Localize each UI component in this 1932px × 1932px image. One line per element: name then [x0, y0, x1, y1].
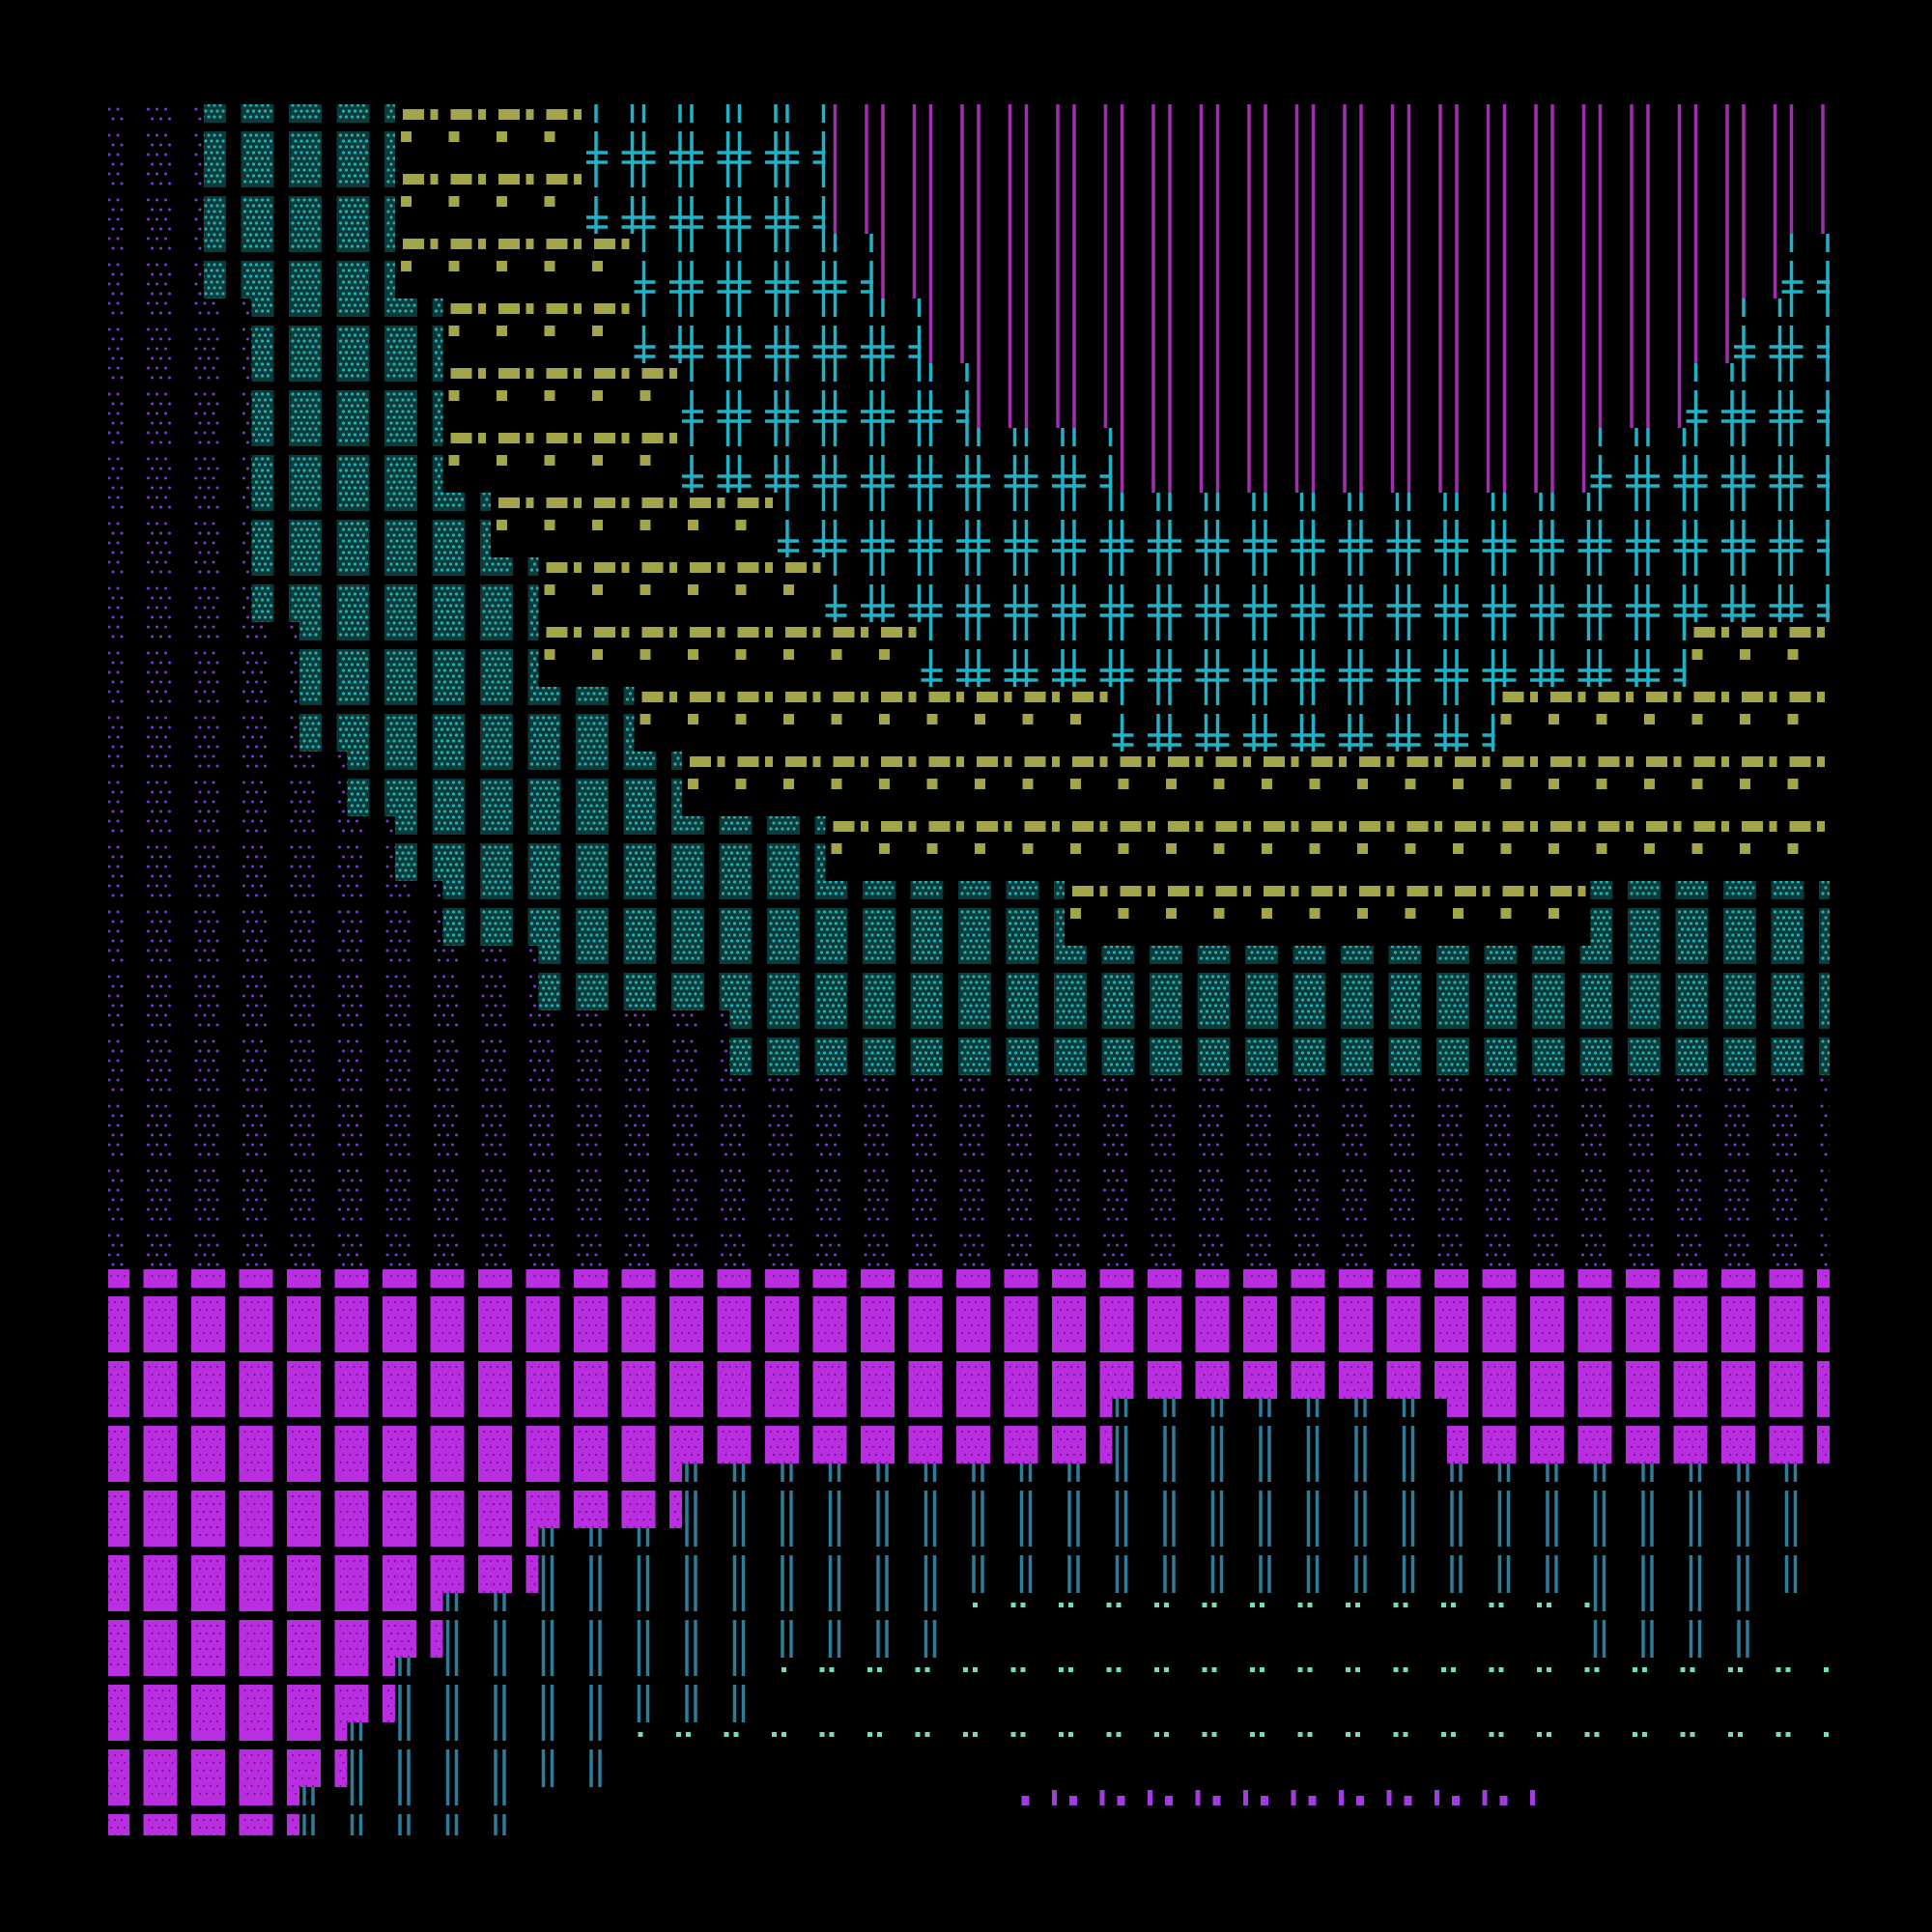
mint-dot-pair-row-region — [969, 1593, 1591, 1658]
violet-stipple-tile-region — [108, 752, 348, 816]
olive-dash-row-region — [442, 428, 682, 493]
magenta-block-tile-region — [108, 1399, 1113, 1463]
violet-stipple-tile-region — [108, 557, 252, 622]
purple-double-bar-glyph-region — [873, 234, 1782, 298]
teal-stipple-tile-region — [251, 557, 539, 622]
steel-blue-double-bar-glyph-region — [682, 1463, 1830, 1528]
cyan-double-cross-glyph-region — [586, 169, 826, 234]
violet-stipple-tile-region — [108, 493, 252, 557]
olive-dash-row-region — [1494, 687, 1830, 752]
violet-stipple-tile-region — [108, 816, 395, 881]
purple-double-bar-glyph-region — [969, 363, 1687, 428]
violet-stipple-tile-region — [108, 428, 252, 493]
cyan-double-cross-glyph-region — [634, 234, 873, 298]
purple-double-bar-glyph-region — [825, 169, 1830, 234]
violet-stipple-tile-region — [108, 298, 252, 363]
steel-blue-double-bar-glyph-region — [442, 1593, 969, 1658]
olive-dash-row-region — [682, 752, 1830, 816]
cyan-double-cross-glyph-region — [634, 298, 922, 363]
cyan-double-cross-glyph-region — [586, 104, 826, 169]
teal-stipple-tile-region — [395, 816, 826, 881]
olive-dash-row-region — [634, 687, 1113, 752]
magenta-block-tile-region — [108, 1593, 443, 1658]
olive-dash-row-region — [825, 816, 1830, 881]
violet-stipple-tile-region — [108, 946, 539, 1010]
violet-stipple-tile-region — [108, 622, 299, 687]
violet-stipple-tile-region — [108, 1075, 1830, 1140]
mint-dot-pair-row-region — [634, 1722, 1830, 1787]
purple-double-bar-glyph-region — [1112, 428, 1591, 493]
magenta-block-tile-region — [108, 1722, 348, 1787]
olive-dash-row-region — [491, 493, 778, 557]
magenta-block-tile-region — [108, 1528, 539, 1593]
purple-double-bar-glyph-region — [921, 298, 1734, 363]
magenta-block-tile-region — [108, 1334, 1830, 1399]
cyan-double-cross-glyph-region — [1686, 363, 1830, 428]
olive-dash-row-region — [538, 557, 826, 622]
teal-stipple-tile-region — [1590, 881, 1830, 946]
olive-dash-row-region — [395, 104, 586, 169]
teal-stipple-tile-region — [251, 493, 491, 557]
olive-dash-row-region — [395, 169, 586, 234]
teal-stipple-tile-region — [347, 752, 682, 816]
teal-stipple-tile-region — [204, 234, 395, 298]
violet-stipple-tile-region — [108, 1140, 1830, 1205]
cyan-double-cross-glyph-region — [682, 428, 1113, 493]
violet-stipple-tile-region — [108, 687, 299, 752]
mosaic-cells — [108, 104, 1830, 1835]
olive-dash-row-region — [395, 234, 635, 298]
cyan-double-cross-glyph-region — [1112, 687, 1495, 752]
cyan-double-cross-glyph-region — [682, 363, 969, 428]
magenta-block-tile-region — [108, 1658, 395, 1722]
teal-stipple-tile-region — [204, 104, 395, 169]
magenta-block-tile-region — [108, 1787, 299, 1835]
teal-stipple-tile-region — [251, 363, 443, 428]
cyan-double-cross-glyph-region — [1590, 428, 1830, 493]
teal-stipple-tile-region — [251, 428, 443, 493]
magenta-block-tile-region — [1447, 1399, 1830, 1463]
teal-stipple-tile-region — [538, 946, 1830, 1010]
teal-stipple-tile-region — [729, 1010, 1830, 1075]
cyan-double-cross-glyph-region — [921, 622, 1687, 687]
violet-stipple-tile-region — [108, 169, 204, 234]
steel-blue-double-bar-glyph-region — [538, 1528, 1830, 1593]
teal-stipple-tile-region — [299, 687, 635, 752]
violet-stipple-tile-region — [108, 1205, 1830, 1269]
teal-stipple-tile-region — [251, 298, 443, 363]
teal-stipple-tile-region — [442, 881, 1065, 946]
cyan-double-cross-glyph-region — [1734, 298, 1830, 363]
teal-stipple-tile-region — [204, 169, 395, 234]
steel-blue-double-bar-glyph-region — [299, 1787, 539, 1835]
steel-blue-double-bar-glyph-region — [347, 1722, 635, 1787]
steel-blue-double-bar-glyph-region — [1112, 1399, 1447, 1463]
violet-stipple-tile-region — [108, 881, 443, 946]
magenta-block-tile-region — [108, 1269, 1830, 1334]
olive-dash-row-region — [1686, 622, 1830, 687]
cyan-double-cross-glyph-region — [825, 557, 1830, 622]
violet-stipple-tile-region — [108, 234, 204, 298]
teal-stipple-tile-region — [299, 622, 539, 687]
olive-dash-row-region — [442, 363, 682, 428]
violet-stipple-tile-region — [108, 1010, 730, 1075]
violet-stipple-tile-region — [108, 104, 204, 169]
steel-blue-double-bar-glyph-region — [395, 1658, 778, 1722]
violet-tick-row-region — [1016, 1787, 1543, 1835]
olive-dash-row-region — [442, 298, 635, 363]
olive-dash-row-region — [538, 622, 922, 687]
cyan-double-cross-glyph-region — [778, 493, 1830, 557]
purple-double-bar-glyph-region — [825, 104, 1830, 169]
magenta-block-tile-region — [108, 1463, 682, 1528]
violet-stipple-tile-region — [108, 363, 252, 428]
mint-dot-pair-row-region — [778, 1658, 1830, 1722]
steel-blue-double-bar-glyph-region — [1590, 1593, 1782, 1658]
cyan-double-cross-glyph-region — [1781, 234, 1830, 298]
olive-dash-row-region — [1065, 881, 1591, 946]
